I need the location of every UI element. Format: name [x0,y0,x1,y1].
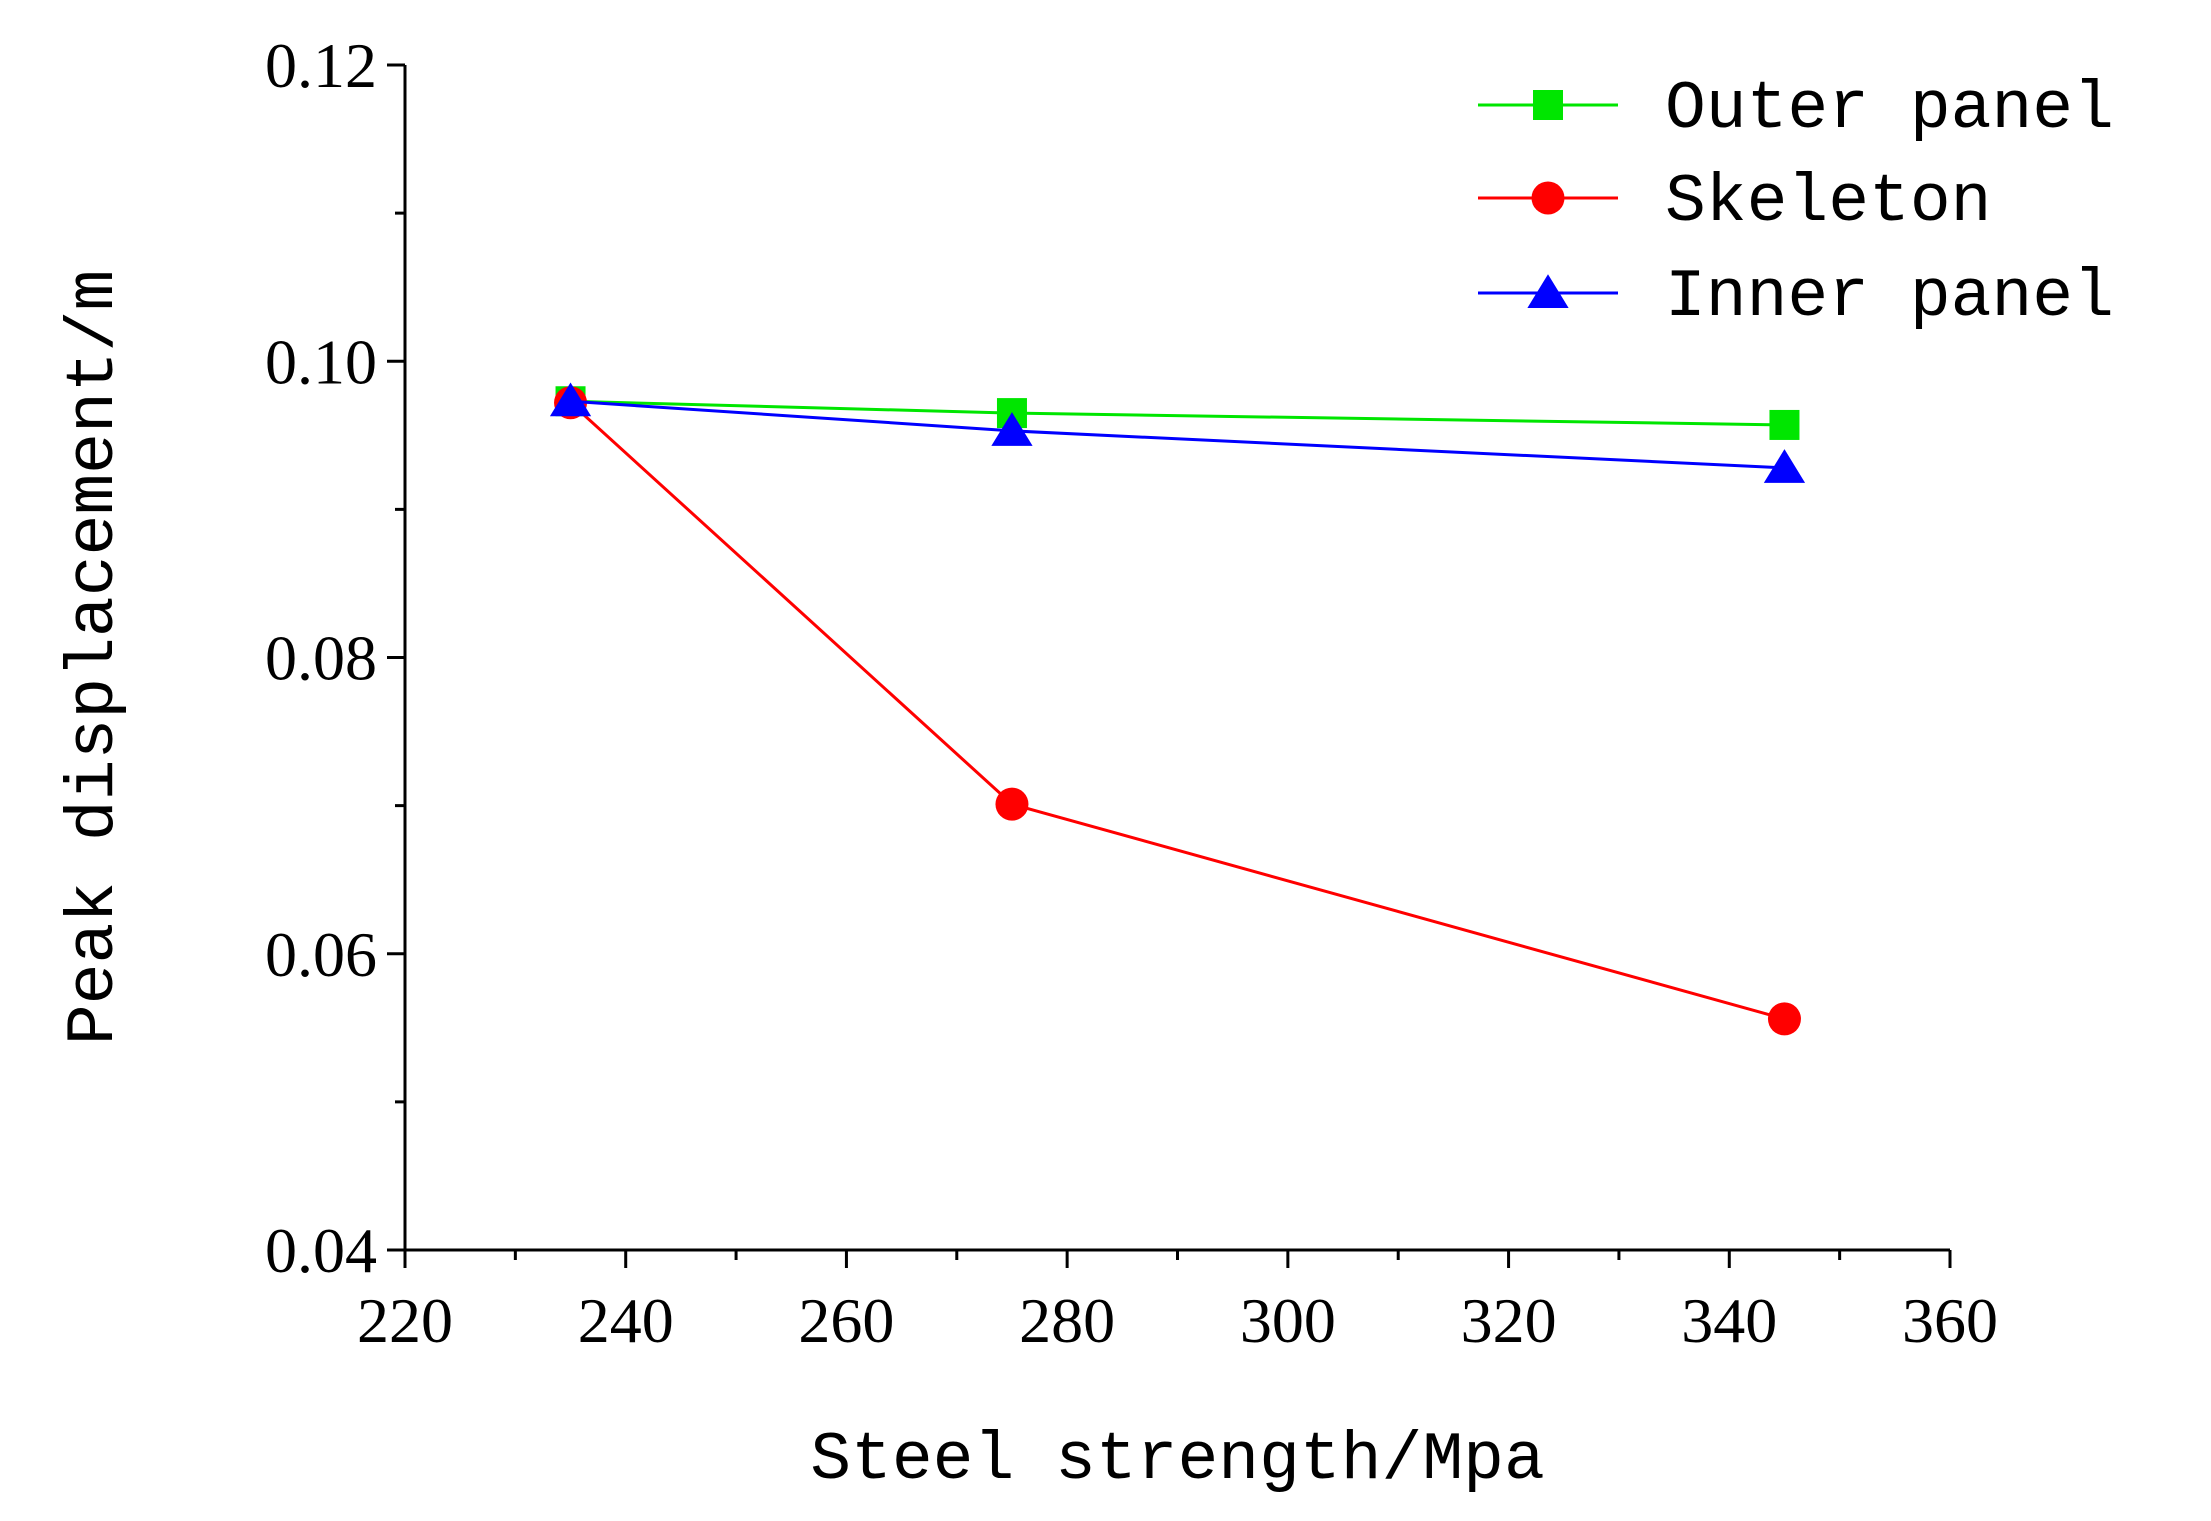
series-line [569,401,1785,1021]
legend-entry-1: Skeleton [1478,164,1991,241]
data-point [1769,409,1800,440]
legend-entry-0: Outer panel [1478,71,2114,148]
legend-label: Outer panel [1665,71,2114,148]
legend-marker [1527,274,1569,308]
data-point [995,787,1029,821]
legend: Outer panel Skeleton Inner panel [1478,71,2114,336]
y-axis-title: Peak displacement/m [56,270,133,1045]
legend-marker [1531,181,1565,215]
y-tick-label: 0.12 [265,30,377,101]
x-tick-label: 280 [1019,1285,1115,1356]
series-line [570,399,1785,470]
legend-label: Skeleton [1665,164,1991,241]
data-point [1767,1002,1801,1036]
x-tick-label: 220 [357,1285,453,1356]
x-tick-label: 300 [1240,1285,1336,1356]
data-point [1763,449,1806,483]
y-tick-label: 0.10 [265,326,377,397]
axes: 220 240 260 280 300 320 340 360 0.04 0.06 0.08 0.10… [56,30,1998,1499]
x-tick-label: 260 [798,1285,894,1356]
x-tick-label: 320 [1461,1285,1557,1356]
legend-entry-2: Inner panel [1478,259,2114,336]
y-tick-label: 0.08 [265,623,377,694]
x-tick-label: 240 [578,1285,674,1356]
series-2 [549,382,1806,483]
legend-marker [1533,90,1563,120]
series-layer [549,382,1806,1036]
legend-label: Inner panel [1665,259,2114,336]
y-tick-label: 0.04 [265,1215,377,1286]
series-1 [554,386,1801,1036]
x-tick-label: 360 [1902,1285,1998,1356]
x-tick-label: 340 [1681,1285,1777,1356]
y-tick-label: 0.06 [265,919,377,990]
x-axis-title: Steel strength/Mpa [810,1422,1545,1499]
data-point [549,382,592,417]
data-point [991,412,1033,446]
